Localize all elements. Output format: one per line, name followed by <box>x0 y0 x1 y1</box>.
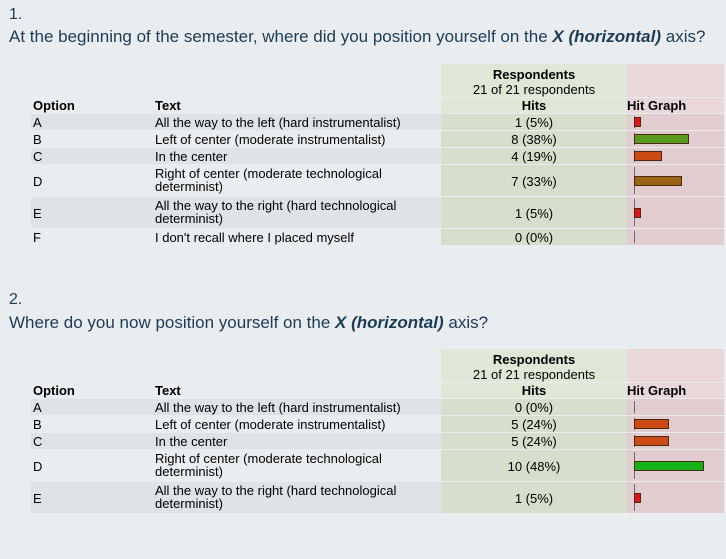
hits-cell-bg <box>441 416 627 432</box>
hit-graph-bar <box>634 176 682 186</box>
hit-graph-bar <box>634 134 689 144</box>
hits-cell-bg <box>441 114 627 130</box>
table-row: A All the way to the left (hard instrumen… <box>31 114 724 130</box>
hit-graph-bar <box>634 117 641 127</box>
hits-cell-bg <box>441 450 627 481</box>
hits-value: 1 (5%) <box>514 491 554 506</box>
column-header-text: Text <box>155 383 181 398</box>
hit-graph-cell-bg <box>627 197 724 228</box>
hit-graph-cell-bg <box>627 399 724 415</box>
question-title: At the beginning of the semester, where … <box>9 27 706 46</box>
table-row: A All the way to the left (hard instrumen… <box>31 399 724 415</box>
question-title: Where do you now position yourself on th… <box>9 313 489 332</box>
option-letter: D <box>33 174 43 189</box>
hit-graph-bar <box>634 419 669 429</box>
hits-value: 1 (5%) <box>514 115 554 130</box>
option-text: In the center <box>155 149 228 164</box>
hits-cell-bg <box>441 165 627 196</box>
option-letter: B <box>33 417 42 432</box>
option-text: Left of center (moderate instrumentalist… <box>155 417 386 432</box>
hits-value: 8 (38%) <box>511 132 557 147</box>
option-letter: F <box>33 230 41 245</box>
respondents-label: Respondents <box>492 352 576 367</box>
hits-value: 0 (0%) <box>514 230 554 245</box>
column-header-hits: Hits <box>441 98 627 113</box>
table-row: E All the way to the right (hard technolo… <box>31 197 724 228</box>
hits-value: 7 (33%) <box>511 174 557 189</box>
hit-graph-bar <box>634 461 704 471</box>
table-row: D Right of center (moderate technological… <box>31 450 724 481</box>
option-letter: C <box>33 434 43 449</box>
hits-cell-bg <box>441 229 627 245</box>
respondents-count: 21 of 21 respondents <box>472 82 596 97</box>
table-row: D Right of center (moderate technological… <box>31 165 724 196</box>
hits-cell-bg <box>441 399 627 415</box>
option-letter: A <box>33 400 42 415</box>
option-letter: A <box>33 115 42 130</box>
axis-emphasis: X (horizontal) <box>552 27 662 46</box>
table-row: E All the way to the right (hard technolo… <box>31 482 724 513</box>
column-header-hits: Hits <box>441 383 627 398</box>
option-text: Left of center (moderate instrumentalist… <box>155 132 386 147</box>
option-text: All the way to the right (hard technolog… <box>155 483 397 511</box>
option-text: Right of center (moderate technological … <box>155 166 382 194</box>
option-text: Right of center (moderate technological … <box>155 451 382 479</box>
respondents-header-bg <box>441 64 627 97</box>
table-row: C In the center 4 (19%) <box>31 148 724 164</box>
option-text: I don't recall where I placed myself <box>155 230 355 245</box>
column-header-hit-graph: Hit Graph <box>627 98 724 113</box>
column-header-option: Option <box>33 98 75 113</box>
hits-value: 1 (5%) <box>514 206 554 221</box>
hit-graph-cell-bg <box>627 229 724 245</box>
table-row: B Left of center (moderate instrumentalis… <box>31 131 724 147</box>
column-header-hit-graph: Hit Graph <box>627 383 724 398</box>
table-row: F I don't recall where I placed myself 0 (… <box>31 229 724 245</box>
hits-cell-bg <box>441 433 627 449</box>
option-letter: C <box>33 149 43 164</box>
hits-value: 0 (0%) <box>514 400 554 415</box>
hit-graph-cell-bg <box>627 482 724 513</box>
hit-graph-bar <box>634 493 641 503</box>
column-header-text: Text <box>155 98 181 113</box>
option-text: All the way to the left (hard instrument… <box>155 115 401 130</box>
hits-cell-bg <box>441 148 627 164</box>
axis-emphasis: X (horizontal) <box>335 313 444 332</box>
option-text: All the way to the left (hard instrument… <box>155 400 401 415</box>
hit-graph-baseline <box>634 401 635 413</box>
hits-value: 5 (24%) <box>511 417 557 432</box>
table-row: C In the center 5 (24%) <box>31 433 724 449</box>
hit-graph-header-bg <box>627 349 724 382</box>
hits-value: 5 (24%) <box>511 434 557 449</box>
hits-cell-bg <box>441 197 627 228</box>
option-letter: D <box>33 459 43 474</box>
respondents-header-bg <box>441 349 627 382</box>
option-text: All the way to the right (hard technolog… <box>155 198 397 226</box>
option-letter: E <box>33 206 42 221</box>
hit-graph-bar <box>634 208 641 218</box>
option-text: In the center <box>155 434 228 449</box>
option-letter: B <box>33 132 42 147</box>
hits-value: 4 (19%) <box>511 149 557 164</box>
hit-graph-bar <box>634 436 669 446</box>
hit-graph-baseline <box>634 231 635 243</box>
option-letter: E <box>33 491 42 506</box>
table-row: B Left of center (moderate instrumentalis… <box>31 416 724 432</box>
hit-graph-header-bg <box>627 64 724 97</box>
hit-graph-bar <box>634 151 662 161</box>
question-number: 2. <box>9 291 23 308</box>
hits-cell-bg <box>441 482 627 513</box>
respondents-label: Respondents <box>492 67 576 82</box>
hits-cell-bg <box>441 131 627 147</box>
column-header-option: Option <box>33 383 75 398</box>
question-number: 1. <box>9 6 23 23</box>
hit-graph-cell-bg <box>627 114 724 130</box>
hits-value: 10 (48%) <box>507 459 561 474</box>
respondents-count: 21 of 21 respondents <box>472 367 596 382</box>
